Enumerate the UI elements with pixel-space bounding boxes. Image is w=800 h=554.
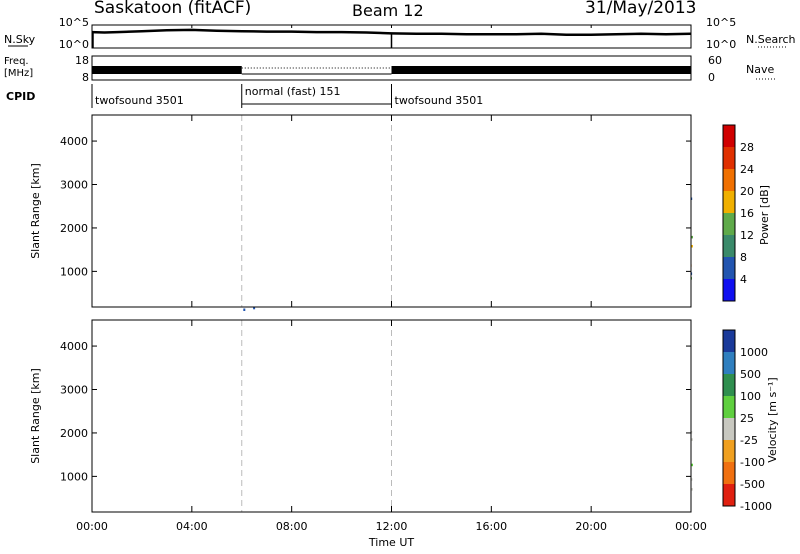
velocity-cbar-0 [723,330,735,352]
cpid-label: CPID [6,90,35,103]
power-cbar-tick-20: 20 [740,185,754,198]
power-cbar-tick-12: 12 [740,229,754,242]
power-ytick-label-4000: 4000 [60,135,88,148]
velocity-ytick-label-1000: 1000 [60,470,88,483]
power-cbar-tick-28: 28 [740,141,754,154]
velocity-cbar-label: Velocity [m s⁻¹] [766,377,779,462]
velocity-cbar-tick-1: 500 [740,368,761,381]
nave-label: Nave [746,63,774,76]
title-station: Saskatoon (fitACF) [94,0,252,18]
velocity-cbar-2 [723,374,735,396]
velocity-cbar-1 [723,352,735,374]
power-cbar-label: Power [dB] [758,185,771,245]
power-cbar-4 [723,213,735,235]
xtick-label-2: 08:00 [276,520,308,533]
title-beam: Beam 12 [352,1,424,20]
noise-right-tick-top: 10^5 [706,16,736,29]
freq-tick-top: 18 [75,54,89,67]
velocity-ytick-label-2000: 2000 [60,427,88,440]
velocity-cbar-4 [723,418,735,440]
xtick-label-3: 12:00 [376,520,408,533]
power-ylabel: Slant Range [km] [29,163,42,259]
freq-segment-2 [391,66,691,74]
nave-tick-top: 60 [708,54,722,67]
freq-label-line2: [MHz] [4,68,33,79]
velocity-cbar-tick-3: 25 [740,412,754,425]
freq-label-line1: Freq. [4,56,29,67]
xtick-label-1: 04:00 [176,520,208,533]
power-ytick-label-2000: 2000 [60,222,88,235]
power-cbar-3 [723,191,735,213]
power-ytick-label-3000: 3000 [60,179,88,192]
velocity-cbar-tick-2: 100 [740,390,761,403]
velocity-cbar-frame [722,329,736,507]
power-cbar-tick-8: 8 [740,251,747,264]
nave-tick-bottom: 0 [708,71,715,84]
power-cbar-2 [723,169,735,191]
xtick-label-5: 20:00 [575,520,607,533]
velocity-cbar-3 [723,396,735,418]
x-axis-label: Time UT [368,536,414,549]
velocity-cbar-7 [723,484,735,506]
velocity-cbar-tick-5: -100 [740,456,765,469]
velocity-cbar-tick-7: -1000 [740,500,772,513]
xtick-label-4: 16:00 [475,520,507,533]
noise-right-label: N.Search [746,33,796,46]
freq-segment-0 [92,66,242,74]
power-cbar-5 [723,235,735,257]
power-ytick-label-1000: 1000 [60,265,88,278]
power-cbar-6 [723,257,735,279]
velocity-cbar-5 [723,440,735,462]
cpid-segment-2: twofsound 3501 [395,94,484,107]
velocity-cbar-6 [723,462,735,484]
noise-tick-top: 10^5 [59,16,89,29]
xtick-label-6: 00:00 [675,520,707,533]
velocity-ytick-label-4000: 4000 [60,340,88,353]
xtick-label-0: 00:00 [76,520,108,533]
power-cbar-0 [723,125,735,147]
noise-tick-bottom: 10^0 [59,38,89,51]
title-date: 31/May/2013 [585,0,697,18]
power-cbar-frame [722,124,736,302]
power-cbar-tick-16: 16 [740,207,754,220]
freq-tick-bottom: 8 [82,71,89,84]
power-cbar-tick-24: 24 [740,163,754,176]
cpid-segment-1: normal (fast) 151 [245,85,341,98]
velocity-ylabel: Slant Range [km] [29,368,42,464]
velocity-ytick-label-3000: 3000 [60,384,88,397]
velocity-cbar-tick-6: -500 [740,478,765,491]
noise-left-label: N.Sky [4,33,36,46]
power-cbar-tick-4: 4 [740,273,747,286]
noise-right-tick-bottom: 10^0 [706,38,736,51]
velocity-cbar-tick-0: 1000 [740,346,768,359]
power-cbar-1 [723,147,735,169]
power-cbar-7 [723,279,735,301]
cpid-segment-0: twofsound 3501 [95,94,184,107]
noise-sky-line [91,28,692,36]
velocity-cbar-tick-4: -25 [740,434,758,447]
